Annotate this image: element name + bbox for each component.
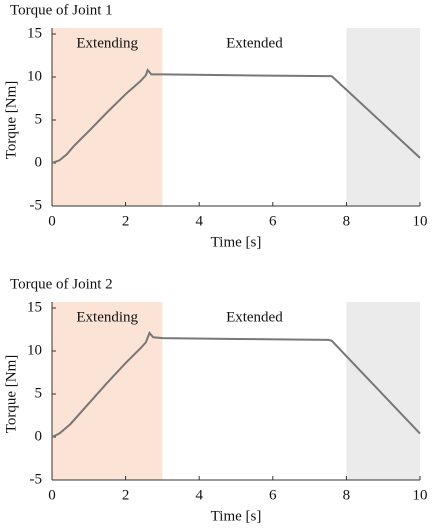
x-tick-label: 8 <box>343 487 351 503</box>
x-tick-label: 2 <box>122 213 130 229</box>
region <box>52 302 163 480</box>
y-axis-label: Torque [Nm] <box>3 355 19 434</box>
y-tick-label: 15 <box>27 299 42 315</box>
region-label: Extended <box>226 35 283 51</box>
x-axis-label: Time [s] <box>211 234 262 250</box>
y-tick-label: 10 <box>27 342 42 358</box>
region <box>346 28 420 206</box>
y-tick-label: 5 <box>35 111 43 127</box>
data-line <box>51 68 421 164</box>
x-tick-label: 6 <box>269 213 277 229</box>
y-tick-label: -5 <box>30 471 43 487</box>
y-tick-label: 0 <box>35 154 43 170</box>
x-tick-label: 10 <box>413 487 428 503</box>
chart-title: Torque of Joint 2 <box>10 276 113 292</box>
x-axis-label: Time [s] <box>211 508 262 524</box>
x-tick-label: 4 <box>195 213 203 229</box>
y-tick-label: -5 <box>30 197 43 213</box>
region-label: Extending <box>76 35 138 51</box>
region <box>52 28 163 206</box>
x-tick-label: 6 <box>269 487 277 503</box>
y-axis-label: Torque [Nm] <box>3 81 19 160</box>
y-tick-label: 5 <box>35 385 43 401</box>
y-tick-label: 15 <box>27 25 42 41</box>
data-line <box>51 331 421 438</box>
region-label: Extending <box>76 309 138 325</box>
x-tick-label: 2 <box>122 487 130 503</box>
chart-title: Torque of Joint 1 <box>10 2 113 18</box>
x-tick-label: 4 <box>195 487 203 503</box>
y-tick-label: 10 <box>27 68 42 84</box>
x-tick-label: 0 <box>48 213 56 229</box>
x-tick-label: 8 <box>343 213 351 229</box>
x-tick-label: 0 <box>48 487 56 503</box>
region <box>346 302 420 480</box>
y-tick-label: 0 <box>35 428 43 444</box>
x-tick-label: 10 <box>413 213 428 229</box>
region-label: Extended <box>226 309 283 325</box>
